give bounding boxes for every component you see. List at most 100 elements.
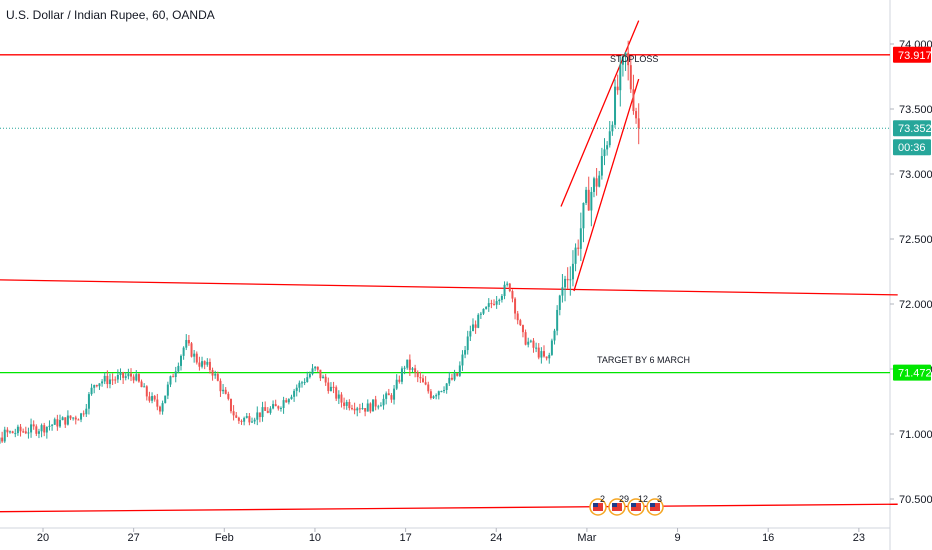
candle-body bbox=[516, 313, 519, 321]
candle-body bbox=[511, 291, 514, 299]
candle-body bbox=[53, 419, 56, 425]
candle-body bbox=[598, 175, 601, 187]
candle-body bbox=[287, 399, 290, 403]
candle-body bbox=[101, 381, 104, 384]
trendline-channel-upper[interactable] bbox=[560, 20, 640, 207]
candle-body bbox=[537, 347, 540, 358]
candle-body bbox=[243, 417, 246, 422]
candle-body bbox=[437, 391, 440, 396]
candle-body bbox=[458, 365, 461, 376]
candle-body bbox=[219, 380, 222, 392]
candle-body bbox=[495, 301, 498, 305]
candle-body bbox=[474, 324, 477, 328]
candle-body bbox=[343, 402, 346, 406]
candle-body bbox=[130, 373, 133, 377]
candle-body bbox=[56, 419, 59, 427]
candle-body bbox=[216, 374, 219, 381]
candle-body bbox=[35, 426, 38, 434]
candle-body bbox=[269, 408, 272, 413]
candle-body bbox=[172, 376, 175, 378]
candle-body bbox=[198, 362, 201, 367]
candle-body bbox=[111, 379, 114, 381]
candle-body bbox=[582, 202, 585, 229]
trendline-channel-lower[interactable] bbox=[573, 78, 640, 292]
candle-body bbox=[540, 351, 543, 358]
candle-body bbox=[24, 431, 27, 434]
candle-body bbox=[548, 354, 551, 359]
candle-body bbox=[132, 376, 135, 381]
candle-body bbox=[174, 371, 177, 377]
candle-body bbox=[256, 412, 259, 420]
candle-body bbox=[369, 403, 372, 412]
candle-body bbox=[98, 383, 101, 387]
candle-body bbox=[379, 405, 382, 407]
candle-body bbox=[14, 433, 17, 435]
trendline-support[interactable] bbox=[0, 503, 898, 513]
y-tick-label: 73.000 bbox=[899, 169, 932, 181]
candle-body bbox=[419, 377, 422, 379]
candle-body bbox=[164, 395, 167, 404]
candle-body bbox=[619, 64, 622, 91]
candle-body bbox=[577, 247, 580, 249]
candle-body bbox=[519, 320, 522, 326]
candle-body bbox=[532, 340, 535, 348]
candle-body bbox=[187, 339, 190, 344]
target-price-tag-bg bbox=[893, 364, 931, 381]
candle-body bbox=[319, 369, 322, 379]
candle-body bbox=[6, 429, 9, 433]
candle-body bbox=[116, 375, 119, 380]
candle-body bbox=[390, 395, 393, 400]
candle-body bbox=[95, 385, 98, 387]
candle-body bbox=[506, 283, 509, 285]
candle-body bbox=[51, 424, 54, 426]
candle-body bbox=[251, 421, 254, 423]
candle-body bbox=[529, 340, 532, 342]
candle-body bbox=[222, 389, 225, 392]
candle-body bbox=[177, 365, 180, 372]
candle-body bbox=[350, 408, 353, 410]
candle-body bbox=[166, 384, 169, 396]
candle-body bbox=[571, 263, 574, 280]
candle-body bbox=[314, 366, 317, 369]
candle-body bbox=[106, 375, 109, 385]
candle-body bbox=[182, 347, 185, 356]
candle-body bbox=[345, 401, 348, 406]
candle-body bbox=[108, 379, 111, 385]
candle-body bbox=[471, 324, 474, 332]
candle-body bbox=[137, 374, 140, 382]
candle-body bbox=[48, 425, 51, 427]
trendline-resistance[interactable] bbox=[0, 279, 898, 296]
candle-body bbox=[324, 376, 327, 383]
current-price-tag-bg bbox=[893, 120, 931, 137]
candle-body bbox=[466, 336, 469, 351]
candle-body bbox=[395, 379, 398, 389]
candle-body bbox=[427, 384, 430, 392]
candle-body bbox=[64, 417, 67, 425]
candle-body bbox=[587, 189, 590, 211]
candle-body bbox=[364, 408, 367, 412]
candle-body bbox=[43, 425, 46, 433]
event-count: 29 bbox=[619, 494, 629, 504]
candle-body bbox=[440, 391, 443, 393]
candle-body bbox=[277, 406, 280, 409]
candle-body bbox=[564, 278, 567, 288]
candle-body bbox=[592, 178, 595, 192]
candle-body bbox=[316, 366, 319, 370]
target-annotation: TARGET BY 6 MARCH bbox=[597, 355, 690, 365]
candle-body bbox=[590, 191, 593, 211]
candle-body bbox=[248, 416, 251, 423]
target-price-tag: 71.472 bbox=[898, 368, 932, 380]
candle-body bbox=[203, 361, 206, 365]
candle-body bbox=[479, 313, 482, 315]
candle-body bbox=[119, 372, 122, 376]
candle-body bbox=[193, 353, 196, 357]
candle-body bbox=[487, 303, 490, 307]
candle-body bbox=[335, 387, 338, 399]
stoploss-annotation: STOPLOSS bbox=[610, 54, 658, 64]
candle-body bbox=[382, 398, 385, 406]
candle-body bbox=[393, 388, 396, 400]
candle-body bbox=[508, 283, 511, 292]
candle-body bbox=[240, 420, 243, 422]
candle-body bbox=[477, 314, 480, 328]
